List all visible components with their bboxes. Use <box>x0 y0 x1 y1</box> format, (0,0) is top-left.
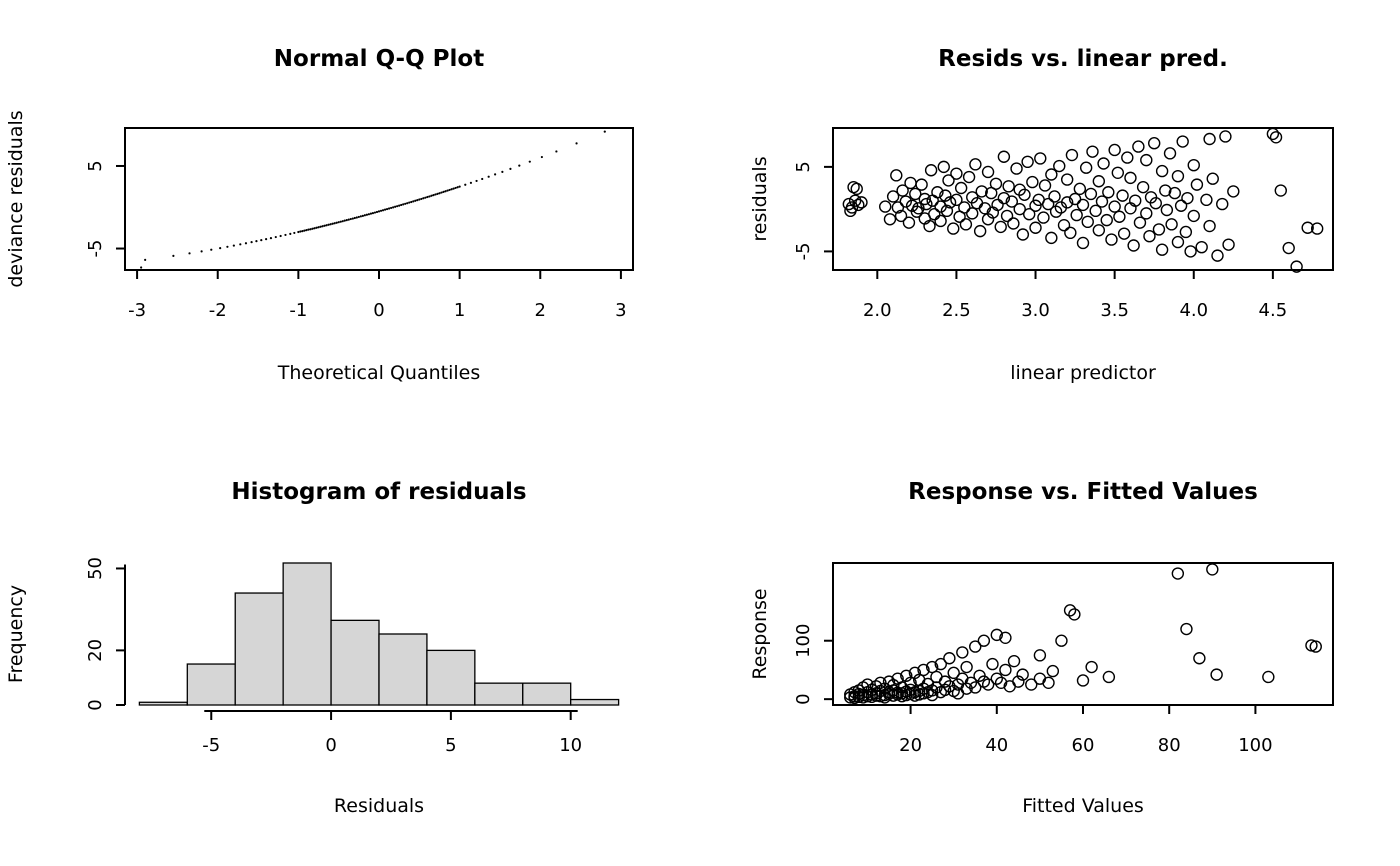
svg-text:-3: -3 <box>128 300 146 321</box>
chart-title: Histogram of residuals <box>231 479 527 505</box>
svg-text:10: 10 <box>559 735 582 756</box>
x-axis-label: Fitted Values <box>1022 795 1144 817</box>
svg-text:2: 2 <box>535 300 546 321</box>
svg-text:2.0: 2.0 <box>863 300 892 321</box>
svg-text:0: 0 <box>85 699 106 710</box>
svg-text:0: 0 <box>793 693 814 704</box>
qq-plot-panel: Normal Q-Q Plot deviance residuals Theor… <box>0 0 700 433</box>
svg-text:1: 1 <box>454 300 465 321</box>
svg-text:60: 60 <box>1072 735 1095 756</box>
svg-text:20: 20 <box>85 639 106 662</box>
svg-text:100: 100 <box>1238 735 1272 756</box>
svg-text:0: 0 <box>325 735 336 756</box>
svg-text:-5: -5 <box>202 735 220 756</box>
svg-text:-5: -5 <box>85 240 106 258</box>
svg-text:-2: -2 <box>209 300 227 321</box>
svg-text:4.0: 4.0 <box>1179 300 1208 321</box>
chart-title: Normal Q-Q Plot <box>273 46 485 72</box>
svg-text:50: 50 <box>85 557 106 580</box>
svg-text:5: 5 <box>445 735 456 756</box>
svg-text:100: 100 <box>793 624 814 658</box>
residual-histogram-canvas: -5 0 5 10 0 20 50 <box>85 557 620 756</box>
svg-text:5: 5 <box>793 161 814 172</box>
svg-text:-5: -5 <box>793 242 814 260</box>
svg-text:20: 20 <box>899 735 922 756</box>
svg-text:0: 0 <box>373 300 384 321</box>
resid-vs-pred-panel: Resids vs. linear pred. residuals linear… <box>700 0 1400 433</box>
svg-text:40: 40 <box>985 735 1008 756</box>
x-axis-label: linear predictor <box>1010 362 1156 384</box>
svg-text:80: 80 <box>1158 735 1181 756</box>
svg-text:3.0: 3.0 <box>1021 300 1050 321</box>
residual-histogram-panel: Histogram of residuals Frequency Residua… <box>0 433 700 866</box>
svg-text:-1: -1 <box>289 300 307 321</box>
resid-vs-pred-canvas: 2.0 2.5 3.0 3.5 4.0 4.5 -5 5 <box>793 127 1334 321</box>
chart-title: Response vs. Fitted Values <box>908 479 1258 505</box>
svg-text:4.5: 4.5 <box>1259 300 1288 321</box>
svg-text:5: 5 <box>85 160 106 171</box>
svg-text:3: 3 <box>615 300 626 321</box>
x-axis-label: Theoretical Quantiles <box>277 362 481 384</box>
response-vs-fitted-canvas: 20 40 60 80 100 0 100 <box>793 562 1334 756</box>
response-vs-fitted-panel: Response vs. Fitted Values Response Fitt… <box>700 433 1400 866</box>
qq-plot-canvas: -3 -2 -1 0 1 2 3 -5 5 <box>85 127 634 321</box>
svg-text:2.5: 2.5 <box>942 300 971 321</box>
chart-title: Resids vs. linear pred. <box>938 46 1228 72</box>
x-axis-label: Residuals <box>333 795 425 817</box>
svg-text:3.5: 3.5 <box>1100 300 1129 321</box>
